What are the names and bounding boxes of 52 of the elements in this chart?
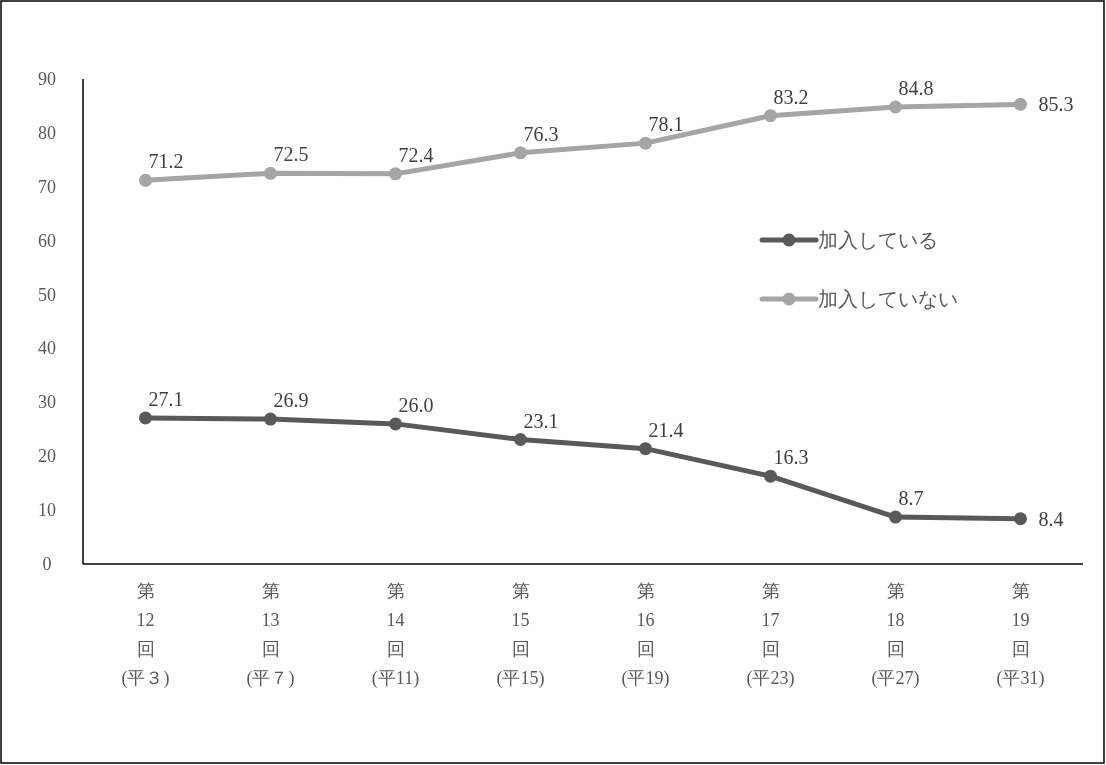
data-label: 8.4 bbox=[1038, 507, 1064, 530]
point bbox=[264, 412, 277, 426]
data-label: 21.4 bbox=[648, 418, 684, 441]
point bbox=[514, 433, 527, 447]
data-label: 16.3 bbox=[773, 446, 809, 469]
x-tick-label: 第 13 回 (平７) bbox=[246, 581, 295, 689]
point bbox=[764, 109, 777, 123]
point bbox=[1014, 97, 1027, 111]
point bbox=[389, 417, 402, 431]
point bbox=[889, 510, 902, 524]
x-tick-label: 第 18 回 (平27) bbox=[871, 581, 920, 689]
data-label: 8.7 bbox=[898, 487, 924, 510]
data-label: 84.8 bbox=[898, 77, 934, 100]
y-tick-label: 90 bbox=[38, 69, 56, 89]
y-tick-label: 40 bbox=[38, 338, 56, 359]
point bbox=[139, 173, 152, 187]
x-tick-label: 第 17 回 (平23) bbox=[746, 581, 795, 689]
data-label: 78.1 bbox=[648, 113, 684, 136]
point bbox=[639, 442, 652, 456]
data-label: 83.2 bbox=[773, 85, 809, 108]
data-label: 26.9 bbox=[273, 389, 309, 412]
data-label: 76.3 bbox=[523, 122, 559, 145]
point bbox=[1014, 512, 1027, 526]
point bbox=[889, 100, 902, 114]
data-label: 72.4 bbox=[398, 143, 434, 166]
point bbox=[264, 166, 277, 180]
legend-label: 加入していない bbox=[818, 288, 958, 310]
point bbox=[514, 146, 527, 160]
y-tick-label: 10 bbox=[38, 500, 56, 521]
x-tick-label: 第 15 回 (平15) bbox=[496, 581, 545, 689]
point bbox=[139, 411, 152, 425]
y-tick-label: 70 bbox=[38, 176, 56, 197]
y-tick-label: 30 bbox=[38, 392, 56, 413]
point bbox=[389, 167, 402, 181]
y-tick-label: 80 bbox=[38, 122, 56, 143]
y-tick-label: 20 bbox=[38, 446, 56, 467]
x-tick-label: 第 16 回 (平19) bbox=[621, 581, 670, 689]
data-label: 27.1 bbox=[148, 387, 184, 410]
data-label: 23.1 bbox=[523, 409, 559, 432]
legend-label: 加入している bbox=[818, 229, 938, 251]
point bbox=[764, 469, 777, 483]
data-label: 85.3 bbox=[1038, 93, 1074, 116]
y-tick-label: 0 bbox=[42, 554, 52, 574]
x-tick-label: 第 14 回 (平11) bbox=[371, 581, 420, 689]
y-tick-label: 60 bbox=[38, 230, 56, 251]
data-label: 72.5 bbox=[273, 143, 309, 166]
data-label: 71.2 bbox=[148, 150, 184, 173]
x-tick-label: 第 12 回 (平３) bbox=[121, 581, 170, 689]
data-label: 26.0 bbox=[398, 393, 434, 416]
x-tick-label: 第 19 回 (平31) bbox=[996, 581, 1045, 689]
point bbox=[639, 136, 652, 150]
y-tick-label: 50 bbox=[38, 284, 56, 305]
